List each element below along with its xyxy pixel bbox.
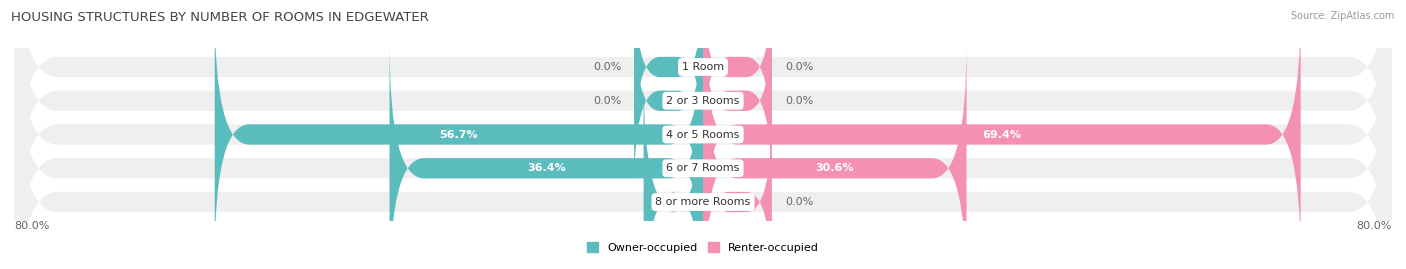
FancyBboxPatch shape — [703, 10, 772, 192]
Text: 30.6%: 30.6% — [815, 163, 853, 173]
FancyBboxPatch shape — [703, 111, 772, 269]
FancyBboxPatch shape — [644, 77, 703, 269]
FancyBboxPatch shape — [14, 0, 1392, 259]
Text: 2 or 3 Rooms: 2 or 3 Rooms — [666, 96, 740, 106]
Text: 56.7%: 56.7% — [440, 129, 478, 140]
Text: 80.0%: 80.0% — [1357, 221, 1392, 231]
FancyBboxPatch shape — [634, 0, 703, 158]
Text: 6.9%: 6.9% — [658, 197, 689, 207]
Text: 0.0%: 0.0% — [593, 62, 621, 72]
Text: 8 or more Rooms: 8 or more Rooms — [655, 197, 751, 207]
Text: 0.0%: 0.0% — [593, 96, 621, 106]
FancyBboxPatch shape — [703, 0, 772, 158]
FancyBboxPatch shape — [14, 43, 1392, 269]
Text: 0.0%: 0.0% — [785, 96, 813, 106]
Text: 1 Room: 1 Room — [682, 62, 724, 72]
Text: 6 or 7 Rooms: 6 or 7 Rooms — [666, 163, 740, 173]
Text: 36.4%: 36.4% — [527, 163, 565, 173]
FancyBboxPatch shape — [703, 10, 1301, 259]
FancyBboxPatch shape — [14, 0, 1392, 269]
FancyBboxPatch shape — [14, 0, 1392, 226]
Text: HOUSING STRUCTURES BY NUMBER OF ROOMS IN EDGEWATER: HOUSING STRUCTURES BY NUMBER OF ROOMS IN… — [11, 11, 429, 24]
FancyBboxPatch shape — [634, 10, 703, 192]
Text: 0.0%: 0.0% — [785, 62, 813, 72]
Text: 69.4%: 69.4% — [983, 129, 1021, 140]
Text: Source: ZipAtlas.com: Source: ZipAtlas.com — [1291, 11, 1395, 21]
FancyBboxPatch shape — [389, 43, 703, 269]
FancyBboxPatch shape — [14, 10, 1392, 269]
Text: 80.0%: 80.0% — [14, 221, 49, 231]
FancyBboxPatch shape — [215, 10, 703, 259]
Text: 0.0%: 0.0% — [785, 197, 813, 207]
FancyBboxPatch shape — [703, 43, 966, 269]
Text: 4 or 5 Rooms: 4 or 5 Rooms — [666, 129, 740, 140]
Legend: Owner-occupied, Renter-occupied: Owner-occupied, Renter-occupied — [586, 242, 820, 253]
